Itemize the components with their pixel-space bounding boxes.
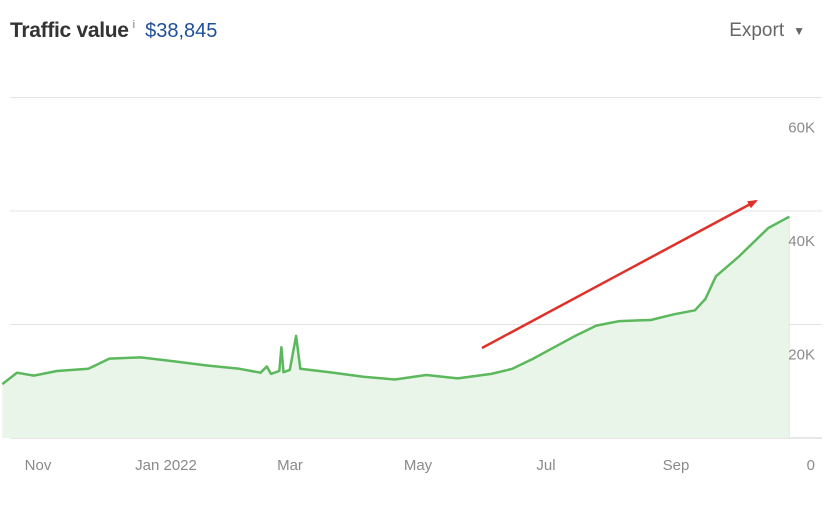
export-button[interactable]: Export ▼ — [729, 14, 805, 48]
info-icon[interactable]: i — [132, 19, 136, 31]
export-label: Export — [729, 20, 785, 41]
x-tick-label: Jan 2022 — [135, 457, 197, 474]
x-tick-label: Mar — [277, 457, 303, 474]
traffic-value: $38,845 — [145, 20, 218, 42]
chart-header: Traffic value i $38,845 — [10, 14, 217, 48]
y-tick-label: 40K — [788, 233, 815, 250]
x-tick-label: May — [404, 457, 433, 474]
x-tick-label: Jul — [536, 457, 555, 474]
x-tick-label: Nov — [25, 457, 52, 474]
chart-title: Traffic value — [10, 19, 129, 42]
x-axis-ticks: Nov Jan 2022 Mar May Jul Sep — [25, 457, 690, 474]
caret-down-icon: ▼ — [793, 24, 805, 38]
y-tick-label: 60K — [788, 120, 815, 137]
x-tick-label: Sep — [663, 457, 690, 474]
traffic-line — [1, 215, 790, 386]
y-tick-label: 20K — [788, 347, 815, 364]
y-axis-ticks: 0 20K 40K 60K — [788, 120, 815, 475]
y-tick-label: 0 — [807, 457, 815, 474]
traffic-area — [2, 216, 790, 438]
trend-arrow — [481, 199, 758, 350]
